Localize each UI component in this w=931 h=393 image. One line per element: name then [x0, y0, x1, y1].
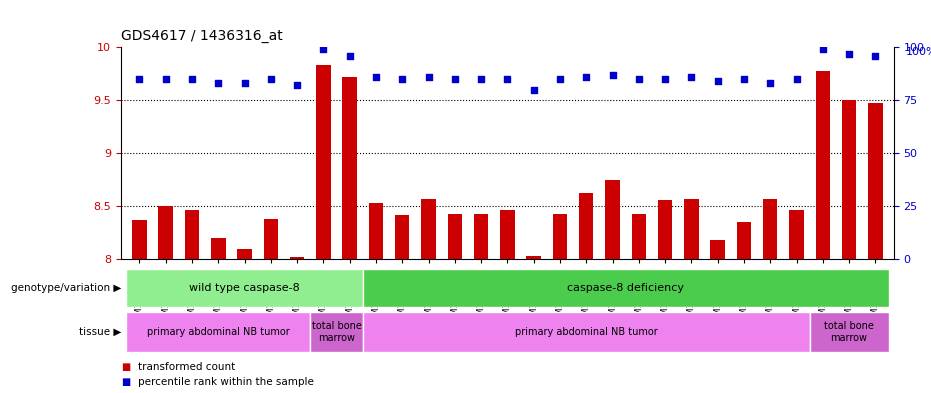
- Text: transformed count: transformed count: [138, 362, 235, 373]
- Point: [762, 80, 777, 86]
- Bar: [684, 199, 698, 259]
- Text: wild type caspase-8: wild type caspase-8: [189, 283, 300, 293]
- Bar: [816, 70, 830, 259]
- Bar: [158, 206, 173, 259]
- Text: 100%: 100%: [905, 47, 931, 57]
- Point: [290, 82, 304, 88]
- Point: [868, 53, 883, 59]
- Point: [369, 74, 384, 80]
- Point: [132, 76, 147, 82]
- Bar: [526, 256, 541, 259]
- Text: total bone
marrow: total bone marrow: [312, 321, 361, 343]
- Bar: [363, 312, 810, 352]
- Bar: [631, 214, 646, 259]
- Bar: [789, 209, 803, 259]
- Bar: [658, 200, 672, 259]
- Text: caspase-8 deficiency: caspase-8 deficiency: [567, 283, 684, 293]
- Point: [395, 76, 410, 82]
- Text: ■: ■: [121, 362, 130, 373]
- Point: [710, 78, 725, 84]
- Point: [421, 74, 436, 80]
- Text: tissue ▶: tissue ▶: [78, 327, 121, 337]
- Bar: [422, 199, 436, 259]
- Point: [448, 76, 463, 82]
- Point: [316, 46, 331, 52]
- Bar: [363, 269, 888, 307]
- Text: genotype/variation ▶: genotype/variation ▶: [10, 283, 121, 293]
- Bar: [474, 214, 489, 259]
- Bar: [310, 312, 363, 352]
- Bar: [132, 220, 147, 259]
- Bar: [290, 257, 304, 259]
- Point: [210, 80, 225, 86]
- Point: [842, 50, 857, 57]
- Point: [684, 74, 699, 80]
- Point: [552, 76, 567, 82]
- Point: [816, 46, 830, 52]
- Bar: [127, 312, 310, 352]
- Point: [789, 76, 804, 82]
- Bar: [710, 240, 725, 259]
- Point: [474, 76, 489, 82]
- Bar: [579, 193, 593, 259]
- Bar: [237, 249, 251, 259]
- Bar: [868, 103, 883, 259]
- Point: [158, 76, 173, 82]
- Point: [605, 72, 620, 78]
- Bar: [211, 238, 225, 259]
- Bar: [448, 214, 462, 259]
- Text: GDS4617 / 1436316_at: GDS4617 / 1436316_at: [121, 29, 283, 43]
- Point: [237, 80, 252, 86]
- Point: [579, 74, 594, 80]
- Text: ■: ■: [121, 377, 130, 387]
- Bar: [810, 312, 888, 352]
- Bar: [369, 203, 384, 259]
- Point: [526, 86, 541, 93]
- Bar: [842, 100, 857, 259]
- Point: [500, 76, 515, 82]
- Point: [184, 76, 199, 82]
- Bar: [605, 180, 620, 259]
- Bar: [500, 209, 515, 259]
- Bar: [317, 65, 331, 259]
- Text: total bone
marrow: total bone marrow: [824, 321, 874, 343]
- Point: [263, 76, 278, 82]
- Text: percentile rank within the sample: percentile rank within the sample: [138, 377, 314, 387]
- Bar: [127, 269, 363, 307]
- Bar: [763, 199, 777, 259]
- Bar: [553, 214, 567, 259]
- Point: [736, 76, 751, 82]
- Point: [343, 53, 358, 59]
- Bar: [343, 77, 357, 259]
- Bar: [736, 222, 751, 259]
- Point: [631, 76, 646, 82]
- Bar: [395, 215, 410, 259]
- Text: primary abdominal NB tumor: primary abdominal NB tumor: [147, 327, 290, 337]
- Bar: [184, 209, 199, 259]
- Text: primary abdominal NB tumor: primary abdominal NB tumor: [515, 327, 657, 337]
- Bar: [263, 219, 278, 259]
- Point: [657, 76, 672, 82]
